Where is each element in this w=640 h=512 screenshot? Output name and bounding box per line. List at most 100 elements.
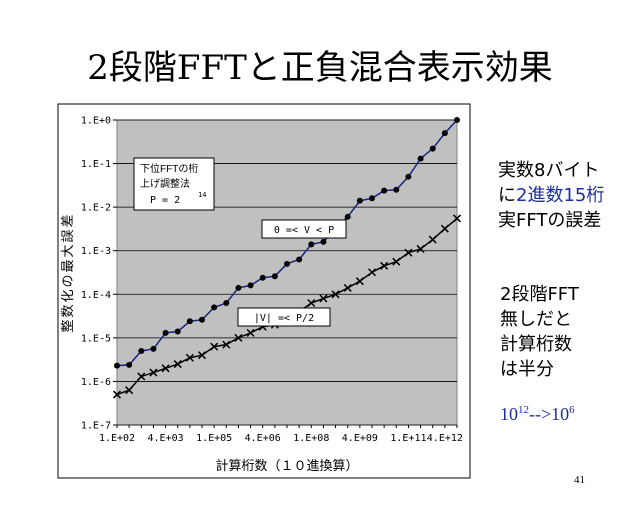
note-text: 10 bbox=[500, 404, 518, 424]
data-point bbox=[404, 248, 413, 257]
data-point bbox=[161, 364, 170, 373]
note-line: に2進数15桁 bbox=[498, 183, 604, 208]
data-point bbox=[162, 329, 169, 336]
y-axis-label: 整数化の最大誤差 bbox=[60, 212, 75, 332]
series-label: |V| =< P/2 bbox=[254, 313, 314, 324]
data-point bbox=[417, 155, 424, 162]
note-text: 10 bbox=[551, 404, 570, 424]
data-point bbox=[320, 238, 327, 245]
data-point bbox=[125, 386, 134, 395]
data-point bbox=[234, 333, 243, 342]
x-tick-label: 4.E+06 bbox=[245, 433, 281, 444]
data-point bbox=[138, 347, 145, 354]
data-point bbox=[369, 195, 375, 202]
note-1: 実数8バイト に2進数15桁 実FFTの誤差 bbox=[498, 158, 604, 233]
data-point bbox=[246, 328, 255, 337]
data-point bbox=[197, 351, 207, 360]
data-point bbox=[429, 145, 436, 152]
data-point bbox=[355, 277, 364, 286]
data-point bbox=[440, 224, 449, 233]
note-text: 2進数15桁 bbox=[516, 185, 605, 206]
note-line: 実FFTの誤差 bbox=[498, 210, 602, 231]
data-point bbox=[319, 294, 328, 303]
data-point bbox=[381, 187, 388, 194]
data-point bbox=[441, 130, 448, 137]
annotation: P = 2 bbox=[150, 195, 180, 206]
x-axis-label: 計算桁数（１０進換算） bbox=[215, 458, 358, 473]
data-point bbox=[223, 300, 230, 307]
series-label: 0 =< V < P bbox=[274, 225, 334, 236]
annotation: 上げ調整法 bbox=[140, 177, 190, 190]
data-point bbox=[112, 390, 122, 399]
data-point bbox=[284, 260, 290, 267]
data-point bbox=[150, 345, 157, 352]
data-point bbox=[356, 197, 363, 204]
note-line: 計算桁数 bbox=[500, 334, 572, 355]
data-point bbox=[405, 173, 412, 180]
note-text: に bbox=[498, 185, 516, 206]
y-tick-label: 1.E-7 bbox=[81, 421, 111, 432]
series-label-box bbox=[237, 307, 331, 327]
data-point bbox=[173, 360, 182, 369]
data-point bbox=[210, 342, 219, 351]
data-point bbox=[308, 241, 315, 248]
data-point bbox=[344, 213, 351, 220]
data-point bbox=[393, 186, 400, 193]
slide-title: 2段階FFTと正負混合表示効果 bbox=[87, 48, 553, 88]
annotation: 14 bbox=[198, 191, 206, 199]
data-point bbox=[137, 372, 146, 381]
data-point bbox=[331, 290, 340, 299]
data-point bbox=[454, 117, 460, 123]
x-tick-label: 4.E+03 bbox=[148, 433, 184, 444]
annotation-box bbox=[133, 157, 215, 211]
y-tick-label: 1.E-3 bbox=[81, 246, 111, 257]
note-2: 2段階FFT 無しだと 計算桁数 は半分 bbox=[500, 282, 579, 382]
annotation: 下位FFTの桁 bbox=[140, 162, 198, 175]
y-tick-label: 1.E-6 bbox=[81, 377, 111, 388]
data-point bbox=[296, 256, 303, 263]
data-point bbox=[367, 268, 377, 277]
note-line: 実数8バイト bbox=[498, 160, 600, 181]
note-line: 無しだと bbox=[500, 309, 572, 330]
x-tick-label: 4.E+12 bbox=[427, 433, 463, 444]
x-tick-label: 1.E+05 bbox=[196, 433, 232, 444]
x-tick-label: 1.E+11 bbox=[390, 433, 426, 444]
data-point bbox=[392, 257, 401, 266]
note-text: 12 bbox=[518, 404, 529, 416]
data-point bbox=[416, 244, 425, 253]
y-tick-label: 1.E-5 bbox=[81, 333, 111, 344]
data-point bbox=[199, 316, 205, 323]
data-point bbox=[452, 214, 462, 223]
data-point bbox=[307, 298, 316, 308]
data-point bbox=[211, 304, 218, 311]
x-tick-label: 1.E+02 bbox=[99, 433, 135, 444]
x-tick-label: 1.E+08 bbox=[293, 433, 329, 444]
data-point bbox=[149, 368, 158, 377]
y-tick-label: 1.E+0 bbox=[81, 116, 111, 127]
data-point bbox=[235, 284, 242, 291]
y-tick-label: 1.E-1 bbox=[81, 159, 111, 170]
data-point bbox=[271, 273, 278, 280]
data-point bbox=[343, 283, 352, 292]
page-number: 41 bbox=[574, 474, 585, 486]
note-line: は半分 bbox=[500, 359, 554, 380]
note-3: 1012-->106 bbox=[500, 398, 575, 427]
y-tick-label: 1.E-4 bbox=[81, 290, 111, 301]
note-text: --> bbox=[529, 404, 552, 424]
series-label-box bbox=[261, 219, 347, 239]
data-point bbox=[185, 353, 194, 362]
y-tick-label: 1.E-2 bbox=[81, 203, 111, 214]
note-text: 6 bbox=[569, 404, 575, 416]
data-point bbox=[186, 318, 193, 325]
data-point bbox=[380, 261, 389, 270]
data-point bbox=[174, 328, 181, 335]
data-point bbox=[428, 235, 437, 244]
note-line: 2段階FFT bbox=[500, 284, 579, 305]
data-point bbox=[114, 362, 120, 369]
data-point bbox=[126, 361, 133, 368]
data-point bbox=[259, 274, 266, 281]
x-tick-label: 4.E+09 bbox=[342, 433, 378, 444]
data-point bbox=[247, 282, 254, 289]
